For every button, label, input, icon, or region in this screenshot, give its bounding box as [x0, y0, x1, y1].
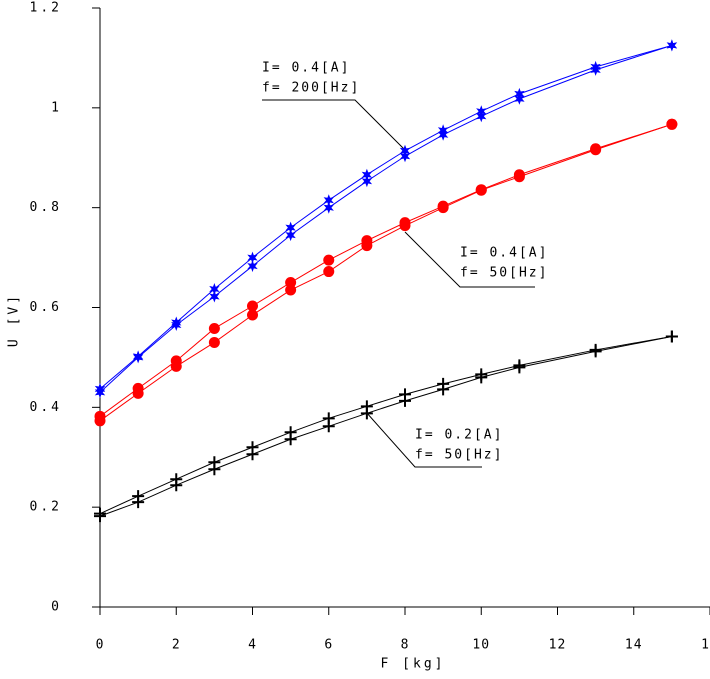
marker: [132, 351, 144, 364]
marker: [399, 394, 411, 407]
y-axis-label: U [V]: [7, 293, 22, 347]
y-tick-label: 1.2: [30, 1, 62, 16]
x-tick-label: 6: [324, 638, 333, 653]
y-tick-label: 0.6: [30, 300, 62, 315]
marker: [284, 433, 297, 446]
marker: [323, 266, 335, 278]
x-axis-label: F [kg]: [381, 657, 446, 672]
marker: [285, 229, 296, 242]
annotation: f= 200[Hz]: [262, 81, 360, 96]
marker: [513, 171, 525, 183]
marker: [437, 202, 449, 214]
marker: [94, 510, 106, 523]
series-line: [99, 335, 672, 515]
annotation: I= 0.4[A]: [262, 61, 350, 76]
marker: [208, 322, 220, 334]
marker: [246, 448, 259, 461]
y-tick-label: 1: [51, 100, 62, 115]
x-tick-label: 0: [96, 638, 105, 653]
marker: [437, 383, 450, 396]
marker: [323, 201, 334, 214]
marker: [171, 319, 182, 331]
marker: [170, 479, 183, 492]
marker: [475, 371, 488, 384]
x-tick-label: 14: [625, 638, 643, 653]
x-tick-label: 10: [472, 638, 490, 653]
x-tick-label: 1: [701, 638, 710, 653]
marker: [665, 330, 678, 343]
leader-line: [365, 411, 482, 468]
y-tick-label: 0: [51, 600, 62, 615]
annotation: I= 0.4[A]: [460, 246, 548, 261]
marker: [322, 420, 335, 433]
marker: [170, 360, 182, 372]
marker: [247, 260, 258, 273]
marker: [247, 251, 258, 264]
marker: [360, 407, 373, 420]
marker: [589, 345, 602, 358]
marker: [208, 336, 220, 348]
x-tick-label: 2: [172, 638, 181, 653]
marker: [323, 194, 334, 207]
series-line: [99, 44, 673, 393]
marker: [476, 110, 487, 123]
marker: [666, 118, 678, 130]
y-tick-label: 0.4: [30, 400, 62, 415]
marker: [323, 254, 335, 266]
marker: [94, 386, 106, 399]
marker: [285, 284, 297, 296]
marker: [132, 387, 144, 399]
marker: [513, 361, 526, 374]
marker: [247, 300, 258, 312]
x-tick-label: 8: [401, 638, 410, 653]
y-tick-label: 0.2: [30, 500, 62, 515]
leader-line: [262, 99, 406, 151]
x-tick-label: 12: [549, 638, 567, 653]
marker: [94, 415, 106, 427]
y-tick-label: 0.8: [30, 200, 62, 215]
annotation: I= 0.2[A]: [415, 428, 503, 443]
series-line: [99, 335, 672, 517]
series-line: [99, 44, 673, 390]
annotation: f= 50[Hz]: [415, 448, 503, 463]
marker: [666, 39, 678, 52]
marker: [208, 463, 221, 476]
marker: [590, 144, 602, 156]
series-line: [99, 123, 673, 417]
leader-line: [404, 231, 535, 288]
marker: [247, 309, 258, 321]
marker: [209, 283, 220, 295]
marker: [590, 63, 601, 76]
annotation: f= 50[Hz]: [460, 266, 548, 281]
marker: [132, 496, 145, 509]
marker: [361, 175, 373, 188]
marker: [399, 220, 411, 232]
marker: [514, 92, 525, 105]
series-line: [99, 123, 673, 422]
marker: [475, 184, 487, 196]
marker: [361, 168, 373, 181]
x-tick-label: 4: [248, 638, 257, 653]
marker: [285, 221, 296, 234]
marker: [399, 150, 411, 163]
marker: [437, 128, 449, 141]
marker: [209, 290, 220, 303]
marker: [361, 240, 373, 252]
